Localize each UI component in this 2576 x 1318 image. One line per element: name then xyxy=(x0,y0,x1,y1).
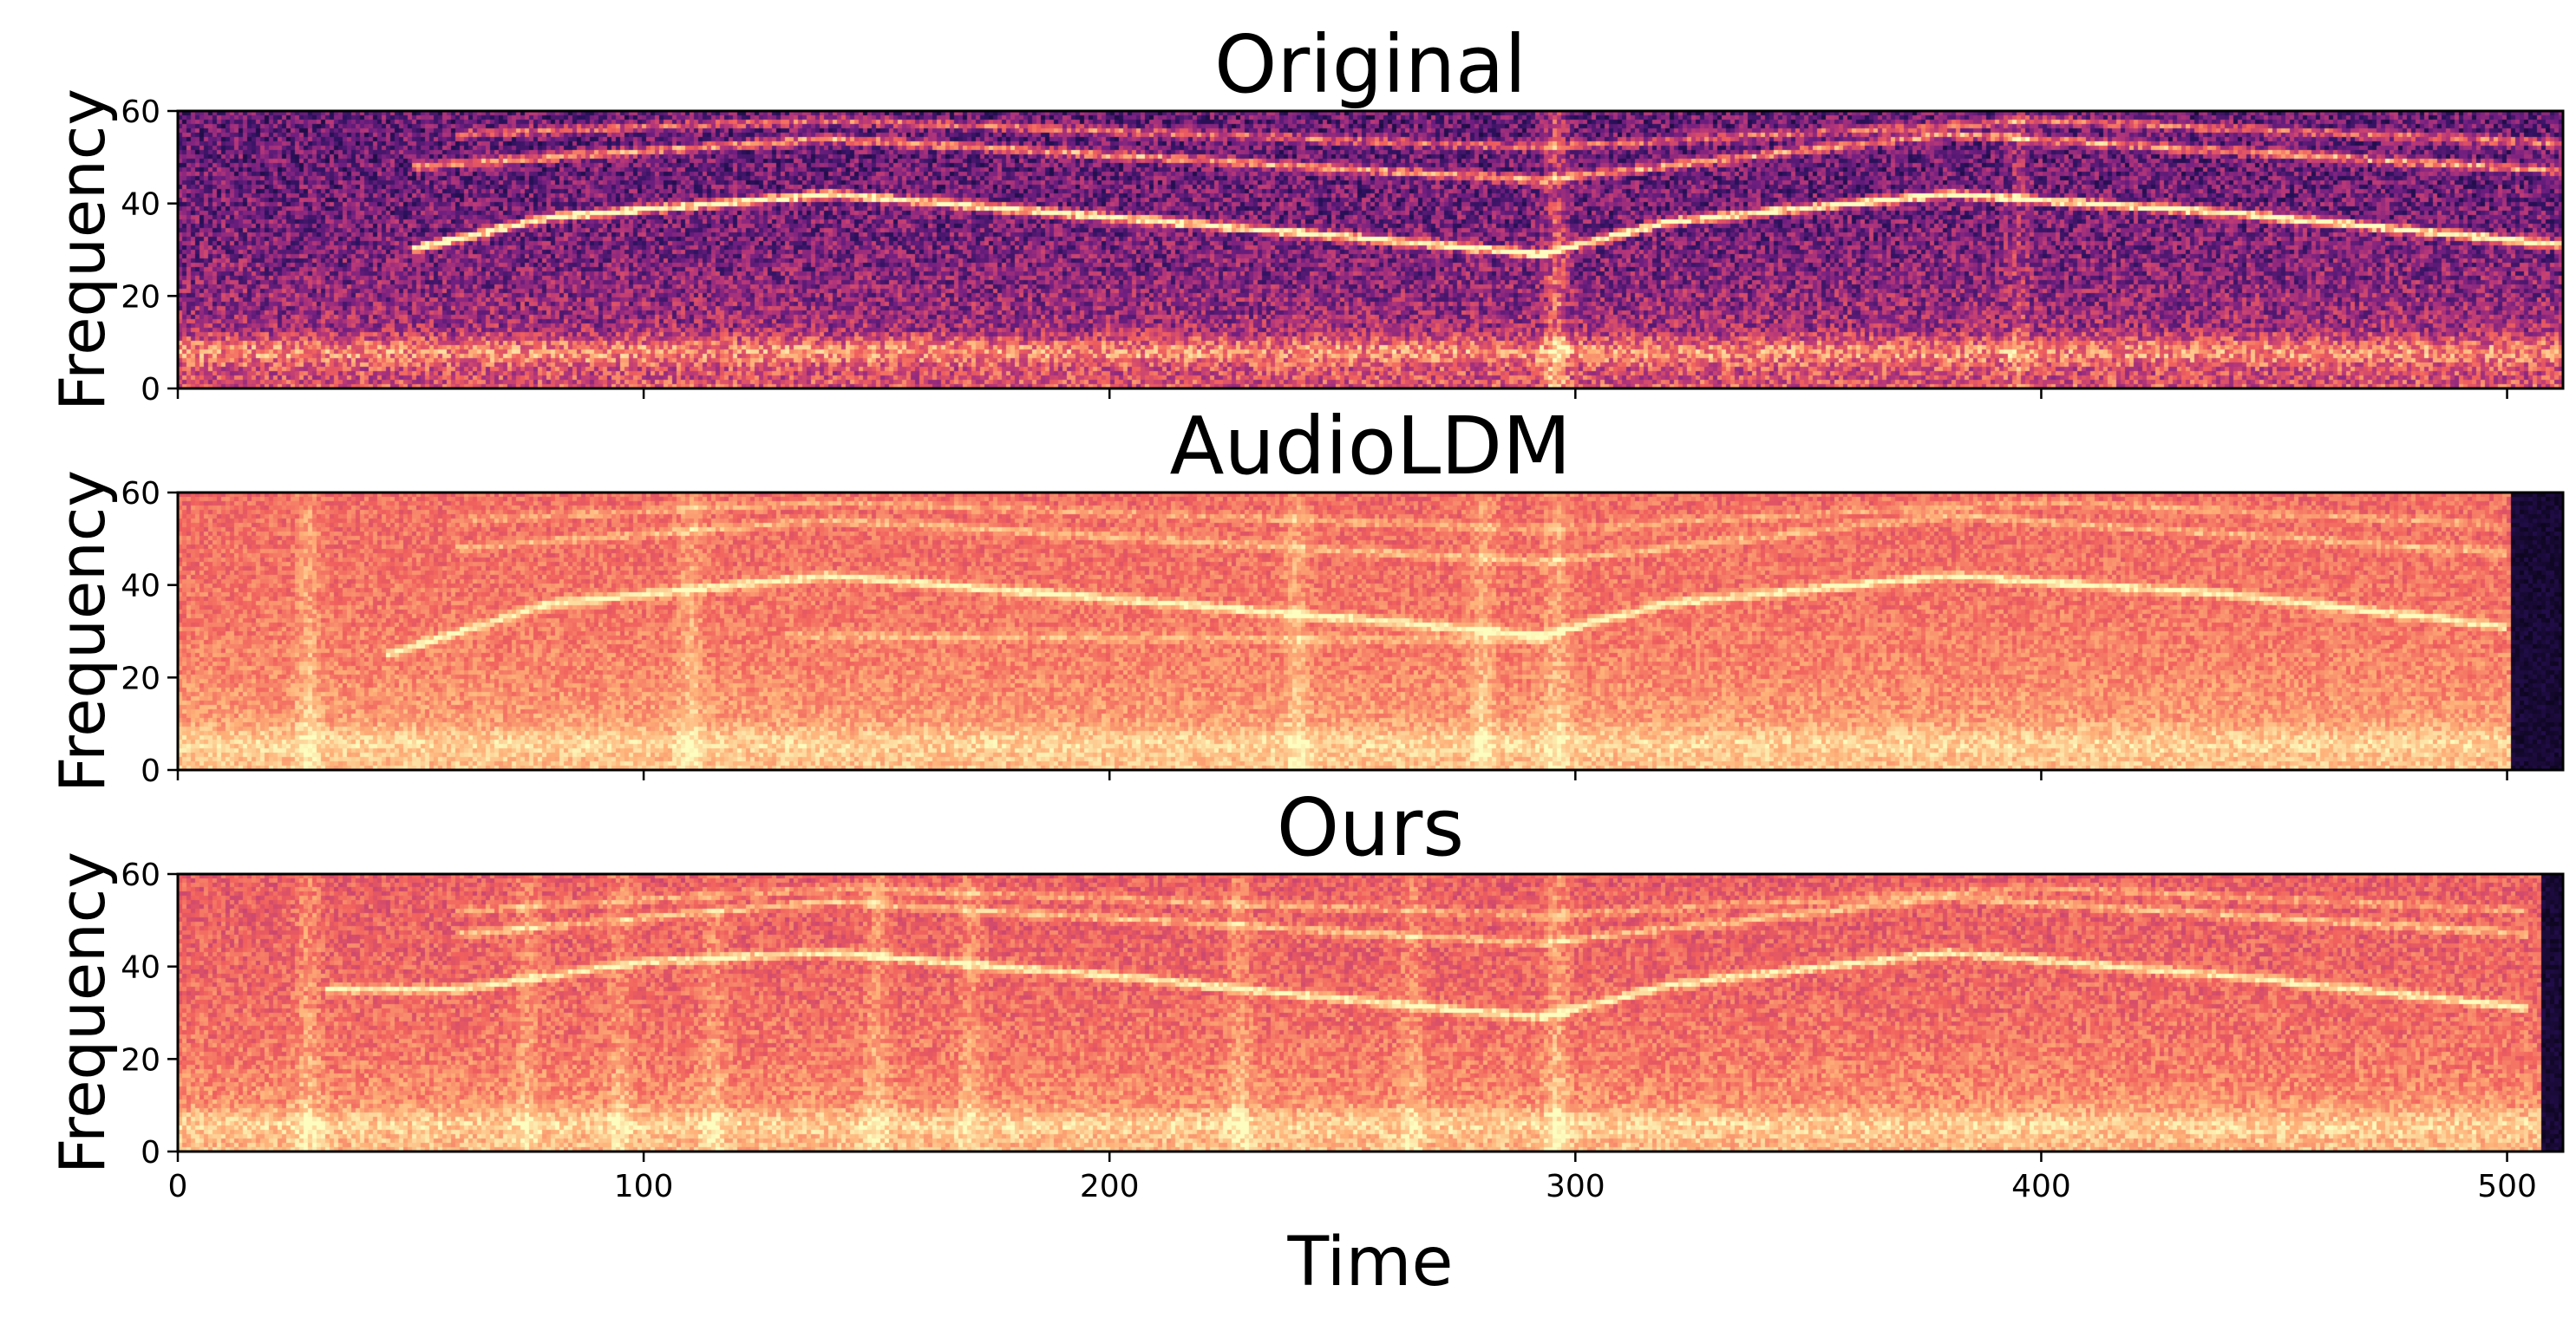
y-tick-label-1-3: 60 xyxy=(121,476,160,512)
panel-1: 0 20 40 60 AudioLDM Frequency xyxy=(46,400,2565,793)
y-tick-label-0-2: 40 xyxy=(121,187,160,223)
spectrogram-image-0 xyxy=(178,111,2563,388)
y-tick-label-1-1: 20 xyxy=(121,661,160,696)
x-tick-label-2-5: 500 xyxy=(2477,1169,2537,1204)
y-tick-label-2-3: 60 xyxy=(121,858,160,893)
y-axis-label-1: Frequency xyxy=(46,470,119,793)
x-tick-label-2-2: 200 xyxy=(1080,1169,1140,1204)
panel-title-1: AudioLDM xyxy=(1170,400,1572,493)
plot-frame-2 xyxy=(176,872,2565,1153)
plot-frame-0 xyxy=(176,109,2565,390)
x-axis-label: Time xyxy=(1287,1223,1454,1302)
y-tick-label-1-2: 40 xyxy=(121,569,160,604)
panel-title-2: Ours xyxy=(1277,781,1464,874)
x-tick-label-2-0: 0 xyxy=(168,1169,188,1204)
x-tick-label-2-3: 300 xyxy=(1546,1169,1605,1204)
x-tick-label-2-1: 100 xyxy=(614,1169,674,1204)
spectrogram-image-1 xyxy=(178,493,2563,770)
spectrogram-image-2 xyxy=(178,874,2563,1152)
y-axis-label-0: Frequency xyxy=(46,88,119,411)
y-tick-label-0-1: 20 xyxy=(121,279,160,315)
y-tick-label-2-0: 0 xyxy=(141,1135,160,1171)
y-tick-label-1-0: 0 xyxy=(141,754,160,789)
y-tick-label-2-1: 20 xyxy=(121,1042,160,1078)
x-tick-label-2-4: 400 xyxy=(2011,1169,2071,1204)
panel-0: 0 20 40 60 Original Frequency xyxy=(46,18,2565,411)
plot-frame-1 xyxy=(176,491,2565,772)
panel-title-0: Original xyxy=(1214,18,1527,111)
panels-group: 0 20 40 60 Original Frequency 0 20 40 60 AudioLDM F… xyxy=(46,18,2565,1204)
y-tick-label-2-2: 40 xyxy=(121,950,160,986)
y-tick-label-0-0: 0 xyxy=(141,372,160,408)
y-axis-label-2: Frequency xyxy=(46,851,119,1174)
panel-2: 0 100 200 300 400 500 0 20 40 60 Ours Frequency xyxy=(46,781,2565,1204)
y-tick-label-0-3: 60 xyxy=(121,95,160,130)
